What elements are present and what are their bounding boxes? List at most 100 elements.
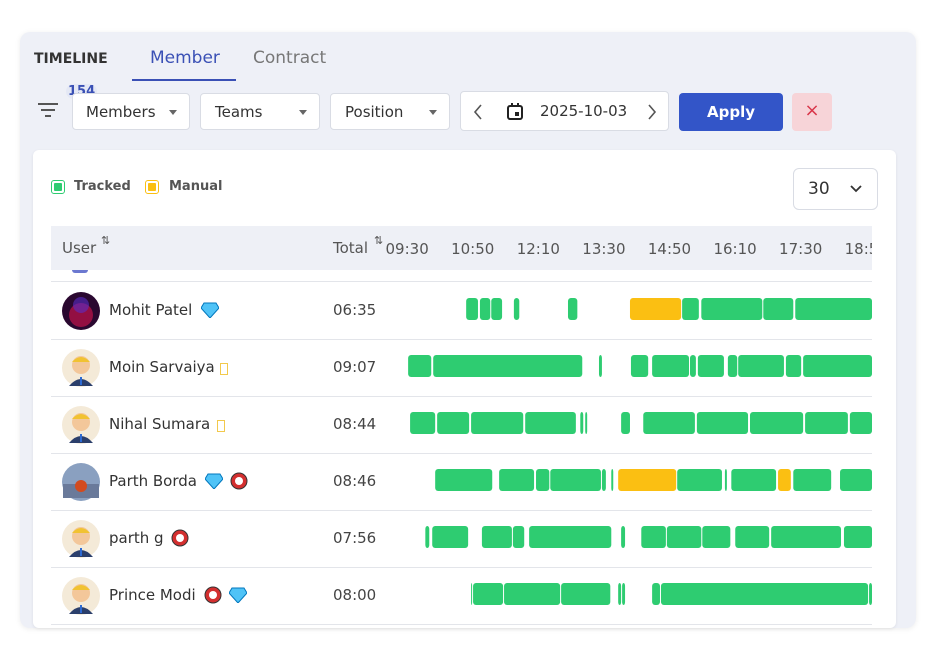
page-size-select[interactable]: 30 xyxy=(793,168,878,210)
tracked-segment xyxy=(869,583,872,605)
total: 08:44 xyxy=(333,415,377,433)
tracked-segment xyxy=(621,412,630,434)
total: 07:56 xyxy=(333,529,377,547)
sort-icon[interactable]: ⇅ xyxy=(101,234,111,247)
table-row[interactable]: Moin Sarvaiya 09:07 xyxy=(51,339,872,397)
select[interactable]: Teams xyxy=(200,93,320,130)
tracked-segment xyxy=(724,469,727,491)
tracked-segment xyxy=(536,469,550,491)
select-label: Teams xyxy=(215,102,263,121)
tracked-segment xyxy=(481,526,512,548)
tracked-segment xyxy=(410,412,436,434)
date-picker[interactable]: 2025-10-03 xyxy=(460,91,669,131)
tracked-segment xyxy=(660,583,869,605)
tracked-segment xyxy=(437,412,470,434)
page-size: 30 xyxy=(808,179,830,199)
tracked-segment xyxy=(643,412,695,434)
tracked-segment xyxy=(525,412,576,434)
apply-button[interactable]: Apply xyxy=(679,93,783,131)
tracked-segment xyxy=(803,355,872,377)
tracked-segment xyxy=(771,526,842,548)
total: 09:07 xyxy=(333,358,377,376)
tracked-segment xyxy=(471,583,473,605)
tracked-segment xyxy=(529,526,612,548)
manual-segment xyxy=(629,298,682,320)
prev-arrow[interactable] xyxy=(473,104,483,120)
tracked-segment xyxy=(512,526,525,548)
tracked-segment xyxy=(471,412,524,434)
tracked-segment xyxy=(731,469,777,491)
legend-label: Tracked xyxy=(74,179,131,194)
tracked-segment xyxy=(513,298,520,320)
time-tick-label: 12:10 xyxy=(517,240,560,258)
column-header[interactable]: User xyxy=(62,239,97,257)
tracked-segment xyxy=(611,469,614,491)
next-arrow[interactable] xyxy=(647,104,657,120)
tab[interactable]: Member xyxy=(150,48,220,68)
tracked-segment xyxy=(491,298,503,320)
time-tick-label: 10:50 xyxy=(451,240,494,258)
tracked-segment xyxy=(849,412,872,434)
tracked-segment xyxy=(621,526,626,548)
calendar-icon xyxy=(507,103,523,120)
time-tick-label: 09:30 xyxy=(386,240,429,258)
table-row[interactable]: Parth Borda 08:46 xyxy=(51,453,872,511)
target-icon xyxy=(171,529,189,547)
select[interactable]: Position xyxy=(330,93,450,130)
manual-segment xyxy=(778,469,791,491)
time-tick-label: 18:50 xyxy=(845,240,888,258)
total: 08:46 xyxy=(333,472,377,490)
tracked-segment xyxy=(641,526,666,548)
avatar xyxy=(62,520,100,558)
tracked-segment xyxy=(795,298,872,320)
table-row[interactable]: Prince Modi 08:00 xyxy=(51,567,872,625)
avatar xyxy=(62,577,100,615)
avatar xyxy=(62,349,100,387)
tracked-segment xyxy=(561,583,611,605)
avatar xyxy=(62,463,100,501)
badge-icon xyxy=(217,420,225,432)
table-row[interactable]: parth g 07:56 xyxy=(51,510,872,568)
tracked-segment xyxy=(702,526,731,548)
tracked-segment xyxy=(479,298,491,320)
clear-button[interactable]: × xyxy=(792,93,832,131)
sort-icon[interactable]: ⇅ xyxy=(374,234,384,247)
legend-swatch xyxy=(51,180,65,194)
tracked-segment xyxy=(473,583,504,605)
manual-segment xyxy=(618,469,677,491)
column-header[interactable]: Total xyxy=(333,239,369,257)
table-header xyxy=(51,226,872,270)
hidden-row-edge xyxy=(51,270,872,282)
tracked-segment xyxy=(697,355,724,377)
target-icon xyxy=(230,472,248,490)
tracked-segment xyxy=(805,412,848,434)
filter-icon[interactable] xyxy=(38,102,58,118)
tracked-segment xyxy=(567,298,578,320)
tracked-segment xyxy=(785,355,802,377)
select[interactable]: Members xyxy=(72,93,190,130)
diamond-icon xyxy=(205,473,223,489)
tab[interactable]: Contract xyxy=(253,48,327,68)
tracked-segment xyxy=(652,583,660,605)
tracked-segment xyxy=(652,355,690,377)
tracked-segment xyxy=(433,355,583,377)
tracked-segment xyxy=(843,526,872,548)
time-tick-label: 17:30 xyxy=(779,240,822,258)
tracked-segment xyxy=(666,526,702,548)
tracked-segment xyxy=(435,469,493,491)
time-tick-label: 13:30 xyxy=(582,240,625,258)
tracked-segment xyxy=(622,583,626,605)
avatar xyxy=(62,406,100,444)
total: 08:00 xyxy=(333,586,377,604)
table-row[interactable]: Nihal Sumara 08:44 xyxy=(51,396,872,454)
tracked-segment xyxy=(840,469,872,491)
tracked-segment xyxy=(793,469,832,491)
diamond-icon xyxy=(229,587,247,603)
user-name: Parth Borda xyxy=(109,472,197,490)
date-text: 2025-10-03 xyxy=(540,102,628,120)
tracked-segment xyxy=(763,298,794,320)
tracked-segment xyxy=(727,355,738,377)
table-row[interactable]: Mohit Patel 06:35 xyxy=(51,282,872,340)
user-name: Moin Sarvaiya xyxy=(109,358,215,376)
select-label: Members xyxy=(86,102,156,121)
